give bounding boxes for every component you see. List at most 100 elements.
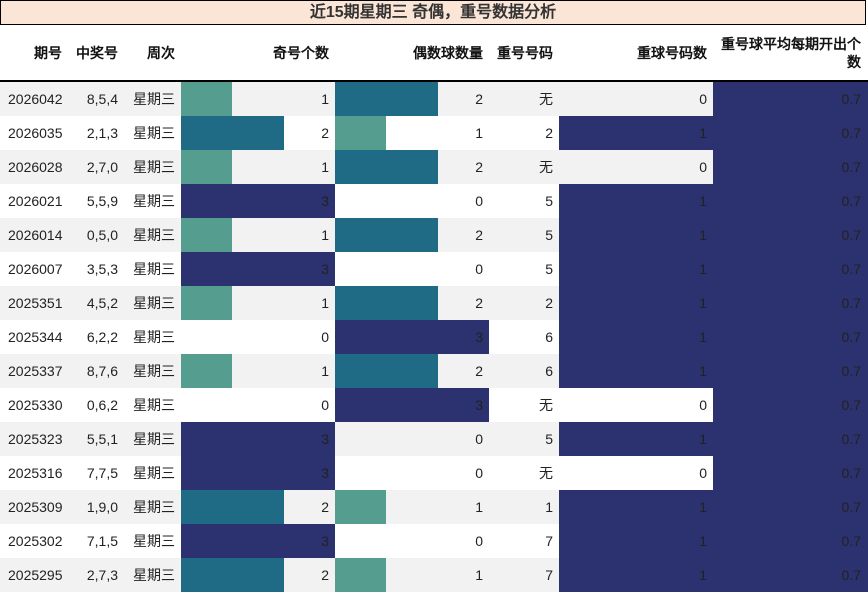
odd-count-value: 3 [321, 261, 329, 277]
even-count-bar [335, 218, 438, 252]
even-count-value: 0 [475, 261, 483, 277]
repeat-count-bar [559, 252, 713, 286]
weekday-cell: 星期三 [133, 193, 175, 209]
repeat-nums-cell: 6 [545, 363, 553, 379]
avg-repeat-value: 0.7 [841, 465, 861, 481]
winning-cell: 2,7,3 [86, 567, 118, 583]
repeat-nums-cell: 无 [539, 397, 553, 413]
avg-repeat-value: 0.7 [841, 499, 861, 515]
repeat-count-value: 1 [699, 499, 707, 515]
even-count-value: 2 [475, 363, 483, 379]
odd-count-value: 3 [321, 431, 329, 447]
avg-repeat-value: 0.7 [841, 125, 861, 141]
weekday-cell: 星期三 [133, 329, 175, 345]
winning-cell: 7,1,5 [86, 533, 118, 549]
weekday-cell: 星期三 [133, 465, 175, 481]
odd-count-bar [181, 150, 232, 184]
header-avg-repeat: 重号球平均每期开出个数 [721, 36, 861, 70]
even-count-value: 2 [475, 159, 483, 175]
odd-count-value: 1 [321, 91, 329, 107]
winning-cell: 3,5,3 [86, 261, 118, 277]
repeat-count-bar [559, 286, 713, 320]
repeat-count-value: 0 [699, 465, 707, 481]
avg-repeat-bar [713, 456, 868, 490]
weekday-cell: 星期三 [133, 91, 175, 107]
repeat-nums-cell: 无 [539, 91, 553, 107]
repeat-count-bar [559, 524, 713, 558]
repeat-nums-cell: 6 [545, 329, 553, 345]
even-count-value: 3 [475, 329, 483, 345]
repeat-count-value: 1 [699, 567, 707, 583]
period-cell: 2025323 [8, 431, 63, 447]
even-count-value: 1 [475, 125, 483, 141]
weekday-cell: 星期三 [133, 295, 175, 311]
header-even-count: 偶数球数量 [413, 45, 483, 61]
even-count-bar [335, 320, 489, 354]
even-count-bar [335, 490, 386, 524]
table-row: 2025309 1,9,0 星期三 2 1 1 1 0.7 [0, 490, 868, 524]
avg-repeat-bar [713, 218, 868, 252]
avg-repeat-value: 0.7 [841, 567, 861, 583]
repeat-count-value: 0 [699, 397, 707, 413]
even-count-bar [335, 558, 386, 592]
odd-count-value: 2 [321, 567, 329, 583]
winning-cell: 8,5,4 [86, 91, 118, 107]
odd-count-bar [181, 218, 232, 252]
repeat-count-value: 1 [699, 295, 707, 311]
table-row: 2025295 2,7,3 星期三 2 1 7 1 0.7 [0, 558, 868, 592]
odd-count-value: 2 [321, 125, 329, 141]
even-count-bar [335, 150, 438, 184]
weekday-cell: 星期三 [133, 533, 175, 549]
repeat-count-value: 1 [699, 261, 707, 277]
even-count-value: 0 [475, 465, 483, 481]
avg-repeat-value: 0.7 [841, 431, 861, 447]
period-cell: 2025316 [8, 465, 63, 481]
even-count-value: 1 [475, 567, 483, 583]
even-count-value: 0 [475, 533, 483, 549]
header-repeat-count: 重球号码数 [637, 45, 707, 61]
odd-count-value: 1 [321, 363, 329, 379]
header-period: 期号 [34, 45, 62, 61]
repeat-count-value: 1 [699, 329, 707, 345]
repeat-count-value: 1 [699, 193, 707, 209]
avg-repeat-bar [713, 252, 868, 286]
avg-repeat-value: 0.7 [841, 295, 861, 311]
table-row: 2025330 0,6,2 星期三 0 3 无 0 0.7 [0, 388, 868, 422]
period-cell: 2026028 [8, 159, 63, 175]
table-row: 2026014 0,5,0 星期三 1 2 5 1 0.7 [0, 218, 868, 252]
avg-repeat-bar [713, 524, 868, 558]
repeat-nums-cell: 5 [545, 227, 553, 243]
table-row: 2025302 7,1,5 星期三 3 0 7 1 0.7 [0, 524, 868, 558]
odd-count-value: 2 [321, 499, 329, 515]
repeat-count-value: 1 [699, 227, 707, 243]
winning-cell: 1,9,0 [86, 499, 118, 515]
even-count-value: 1 [475, 499, 483, 515]
odd-count-value: 1 [321, 227, 329, 243]
header-row: 期号 中奖号 周次 奇号个数 偶数球数量 重号号码 重球号码数 重号球平均每期开… [0, 26, 868, 82]
winning-cell: 8,7,6 [86, 363, 118, 379]
even-count-bar [335, 286, 438, 320]
period-cell: 2026021 [8, 193, 63, 209]
even-count-value: 2 [475, 227, 483, 243]
winning-cell: 0,6,2 [86, 397, 118, 413]
repeat-count-bar [559, 422, 713, 456]
weekday-cell: 星期三 [133, 567, 175, 583]
winning-cell: 2,7,0 [86, 159, 118, 175]
period-cell: 2025351 [8, 295, 63, 311]
repeat-nums-cell: 1 [545, 499, 553, 515]
header-weekday: 周次 [147, 45, 175, 61]
avg-repeat-value: 0.7 [841, 91, 861, 107]
odd-count-value: 1 [321, 159, 329, 175]
avg-repeat-value: 0.7 [841, 193, 861, 209]
repeat-nums-cell: 无 [539, 159, 553, 175]
period-cell: 2025344 [8, 329, 63, 345]
repeat-count-bar [559, 490, 713, 524]
repeat-count-bar [559, 354, 713, 388]
repeat-nums-cell: 2 [545, 125, 553, 141]
weekday-cell: 星期三 [133, 431, 175, 447]
even-count-value: 2 [475, 295, 483, 311]
odd-count-bar [181, 490, 284, 524]
repeat-count-bar [559, 558, 713, 592]
avg-repeat-bar [713, 150, 868, 184]
